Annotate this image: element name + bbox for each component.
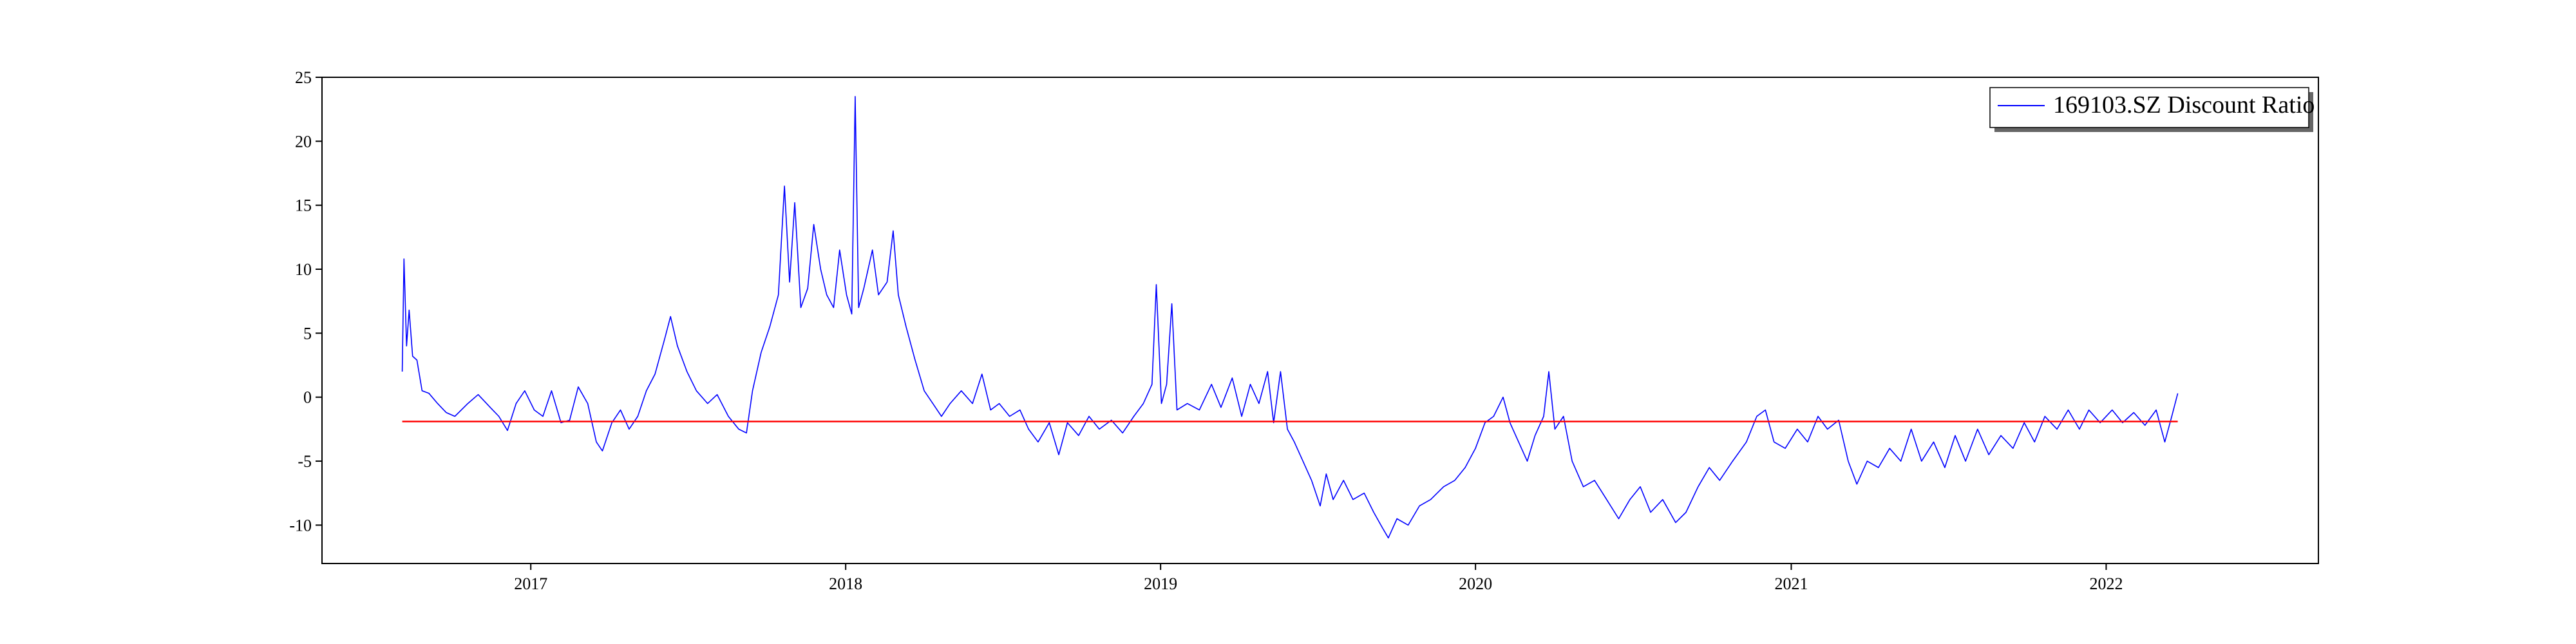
plot-area	[321, 77, 2319, 564]
y-tick-label: 5	[303, 324, 312, 343]
y-tick-label: 15	[295, 196, 312, 215]
y-tick-label: 25	[295, 68, 312, 87]
legend-label: 169103.SZ Discount Ratio	[2053, 91, 2315, 118]
y-tick-label: -5	[298, 452, 312, 471]
y-tick-label: -10	[289, 516, 312, 535]
y-axis: 25 20 15 10 5 0 -5 -10	[289, 68, 322, 535]
x-axis: 2017 2018 2019 2020 2021 2022	[514, 564, 2123, 593]
x-tick-label: 2017	[514, 574, 547, 593]
legend-box	[1989, 87, 2309, 128]
x-tick-label: 2020	[1459, 574, 1492, 593]
legend: 169103.SZ Discount Ratio	[1989, 87, 2315, 132]
series-layer	[401, 96, 2179, 539]
x-tick-label: 2021	[1774, 574, 1808, 593]
y-tick-label: 10	[295, 260, 312, 279]
x-tick-label: 2022	[2089, 574, 2123, 593]
series-line-discount-ratio	[401, 96, 2179, 539]
x-tick-label: 2018	[829, 574, 862, 593]
y-tick-label: 0	[303, 388, 312, 407]
x-tick-label: 2019	[1144, 574, 1177, 593]
y-tick-label: 20	[295, 132, 312, 151]
